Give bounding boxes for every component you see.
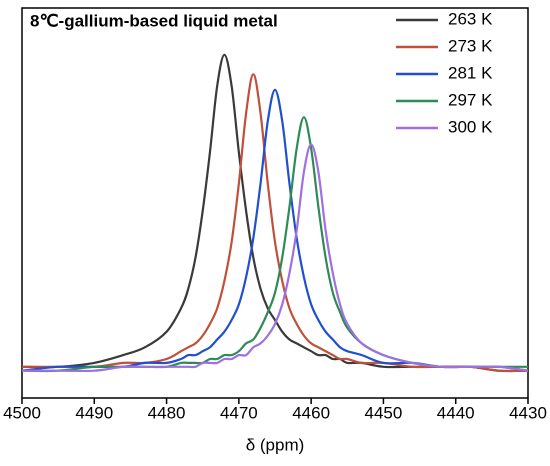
spectrum-line bbox=[21, 88, 529, 372]
legend-label: 273 K bbox=[448, 36, 493, 55]
x-tick-label: 4430 bbox=[509, 403, 547, 422]
x-axis-label: δ (ppm) bbox=[246, 435, 305, 454]
legend-label: 281 K bbox=[448, 63, 493, 82]
plot-frame bbox=[21, 7, 529, 399]
spectrum-line bbox=[22, 73, 529, 373]
legend-label: 300 K bbox=[448, 117, 493, 136]
x-tick-label: 4440 bbox=[437, 403, 475, 422]
x-tick-label: 4500 bbox=[3, 403, 41, 422]
x-tick-label: 4480 bbox=[148, 403, 186, 422]
x-tick-label: 4470 bbox=[220, 403, 258, 422]
legend-label: 297 K bbox=[448, 90, 493, 109]
spectrum-line bbox=[22, 143, 529, 373]
legend-label: 263 K bbox=[448, 9, 493, 28]
x-tick-label: 4490 bbox=[75, 403, 113, 422]
x-tick-label: 4460 bbox=[292, 403, 330, 422]
x-tick-label: 4450 bbox=[365, 403, 403, 422]
chart-title: 8℃-gallium-based liquid metal bbox=[30, 11, 278, 30]
